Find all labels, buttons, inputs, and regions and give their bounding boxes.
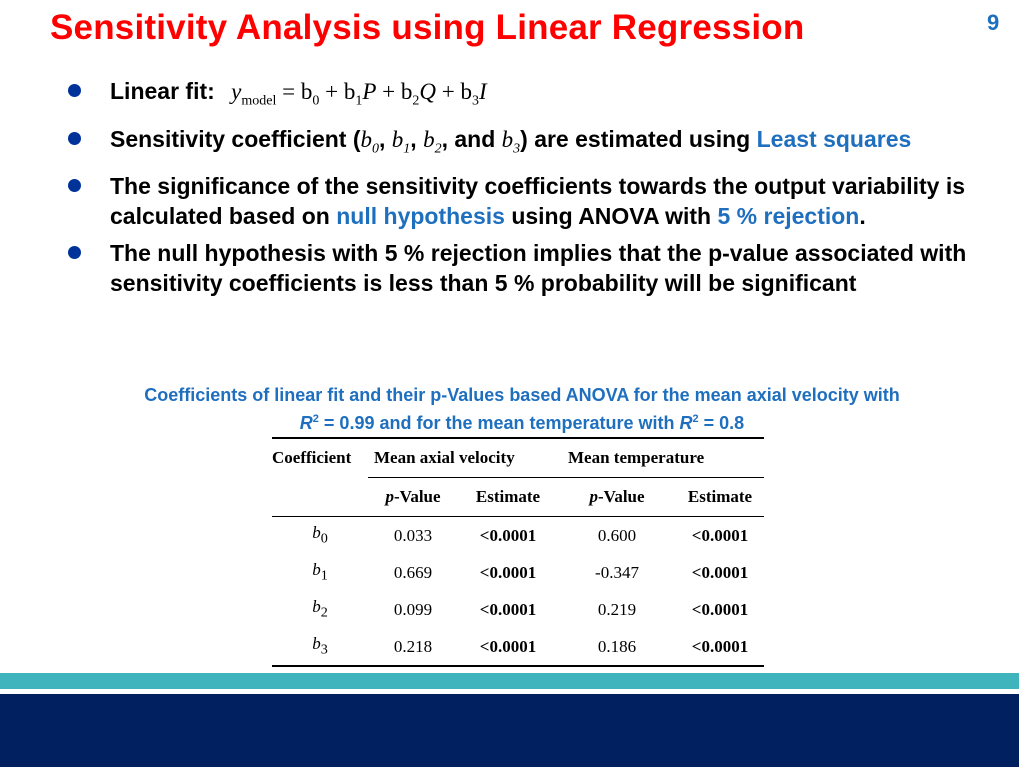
- bullet-significance: The significance of the sensitivity coef…: [68, 171, 968, 231]
- temperature-estimate: <0.0001: [691, 562, 749, 582]
- coefficient-name: b2: [312, 597, 328, 621]
- col-header-mean-axial-velocity: Mean axial velocity: [368, 438, 558, 478]
- least-squares-highlight: Least squares: [756, 125, 912, 152]
- table-row: b0 0.033 <0.0001 0.600 <0.0001: [272, 517, 764, 555]
- velocity-estimate: <0.0001: [479, 599, 537, 619]
- temperature-estimate: <0.0001: [691, 525, 749, 545]
- table-caption: Coefficients of linear fit and their p-V…: [144, 385, 900, 433]
- rejection-highlight: 5 % rejection: [717, 203, 860, 230]
- page-number: 9: [987, 10, 1000, 35]
- velocity-pvalue: 0.099: [393, 599, 433, 619]
- velocity-estimate: <0.0001: [479, 636, 537, 656]
- table-row: b3 0.218 <0.0001 0.186 <0.0001: [272, 628, 764, 666]
- velocity-pvalue: 0.218: [393, 636, 433, 656]
- slide-title: Sensitivity Analysis using Linear Regres…: [50, 8, 805, 47]
- sub-header-estimate: Estimate: [687, 487, 753, 506]
- footer-navy-band: [0, 694, 1019, 767]
- bullet-dot-icon: [68, 84, 81, 97]
- footer-teal-band: [0, 673, 1019, 689]
- col-header-mean-temperature: Mean temperature: [558, 438, 764, 478]
- coefficient-name: b1: [312, 560, 328, 584]
- temperature-pvalue: 0.186: [597, 636, 637, 656]
- bullet-dot-icon: [68, 246, 81, 260]
- coefficient-name: b3: [312, 634, 328, 658]
- temperature-pvalue: 0.219: [597, 599, 637, 619]
- linear-fit-equation: ymodel = b0 + b1P + b2Q + b3I: [231, 79, 487, 109]
- bullet-null-hypothesis: The null hypothesis with 5 % rejection i…: [68, 238, 968, 298]
- linear-fit-label: Linear fit:: [110, 78, 215, 104]
- coefficients-table: Coefficient Mean axial velocity Mean tem…: [272, 437, 764, 667]
- sub-header-pvalue: p-Value: [589, 487, 645, 506]
- null-hypothesis-highlight: null hypothesis: [336, 203, 505, 230]
- velocity-pvalue: 0.669: [393, 562, 433, 582]
- table-row: b2 0.099 <0.0001 0.219 <0.0001: [272, 591, 764, 628]
- sub-header-estimate: Estimate: [475, 487, 541, 506]
- temperature-estimate: <0.0001: [691, 599, 749, 619]
- bullet-dot-icon: [68, 179, 81, 193]
- sub-header-pvalue: p-Value: [385, 487, 441, 506]
- col-header-coefficient: Coefficient: [272, 448, 352, 468]
- velocity-estimate: <0.0001: [479, 562, 537, 582]
- bullet-linear-fit: Linear fit: ymodel = b0 + b1P + b2Q + b3…: [68, 76, 968, 117]
- temperature-pvalue: 0.600: [597, 525, 637, 545]
- velocity-pvalue: 0.033: [393, 525, 433, 545]
- coefficient-name: b0: [312, 523, 328, 547]
- table-row: b1 0.669 <0.0001 -0.347 <0.0001: [272, 554, 764, 591]
- temperature-pvalue: -0.347: [595, 562, 639, 582]
- bullet-dot-icon: [68, 131, 81, 145]
- bullet-list: Linear fit: ymodel = b0 + b1P + b2Q + b3…: [68, 76, 968, 305]
- temperature-estimate: <0.0001: [691, 636, 749, 656]
- velocity-estimate: <0.0001: [479, 525, 537, 545]
- bullet-sensitivity-coefficient: Sensitivity coefficient (b0, b1, b2, and…: [68, 124, 968, 165]
